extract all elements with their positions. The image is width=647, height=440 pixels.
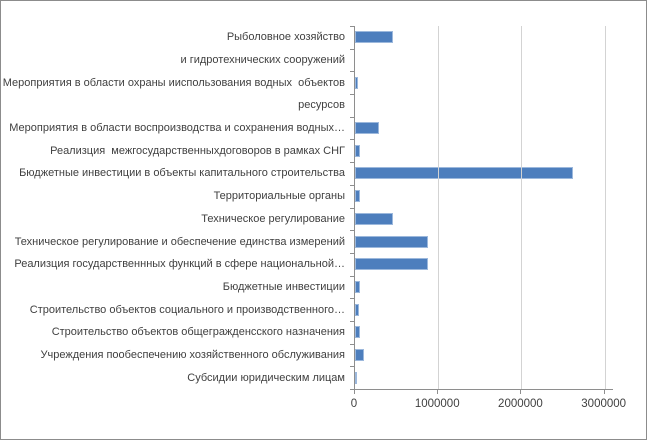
- y-axis-tick: [350, 275, 354, 277]
- y-axis-tick: [350, 230, 354, 232]
- bar-row: [355, 117, 613, 140]
- x-axis-tick-label: 2000000: [498, 398, 543, 410]
- bar: [355, 122, 380, 135]
- x-axis-tick-label: 1000000: [414, 398, 460, 410]
- bar-row: [355, 139, 613, 162]
- bar: [355, 348, 365, 361]
- y-axis-tick: [350, 252, 354, 254]
- bar: [355, 167, 574, 180]
- y-axis-tick: [350, 71, 354, 73]
- y-axis-ticks: [350, 26, 354, 390]
- bar-row: [355, 230, 613, 253]
- bar: [355, 31, 394, 44]
- y-axis-tick: [350, 94, 354, 96]
- bar-row: [355, 366, 613, 389]
- y-axis-tick: [350, 26, 354, 27]
- bars-area: [355, 26, 613, 389]
- x-axis-tick: [354, 390, 355, 394]
- category-label: Строительство объектов социального и про…: [29, 303, 345, 316]
- bar: [355, 258, 429, 271]
- category-label: Бюджетные инвестиции: [222, 280, 345, 293]
- x-axis-tick-label: 3000000: [581, 398, 627, 410]
- bar-row: [355, 185, 613, 208]
- y-axis-tick: [350, 162, 354, 164]
- y-axis-tick: [350, 48, 354, 50]
- category-label: Техническое регулирование: [201, 212, 345, 225]
- gridline: [521, 26, 523, 389]
- bar-row: [355, 276, 613, 299]
- x-axis-tick: [520, 390, 522, 394]
- category-label: Реализция государственнных функций в сфе…: [14, 258, 345, 271]
- gridline: [604, 26, 606, 389]
- bar: [355, 326, 360, 339]
- bar: [355, 235, 429, 248]
- category-label: Мероприятия в области охраны ииспользова…: [2, 76, 345, 89]
- bar: [355, 303, 360, 316]
- category-label: Рыболовное хозяйство: [226, 31, 345, 44]
- bar: [355, 144, 360, 157]
- y-axis-tick: [350, 320, 354, 322]
- bar: [355, 190, 360, 203]
- bar-row: [355, 321, 613, 344]
- x-axis: 0 1000000 2000000 3000000: [350, 390, 626, 424]
- x-axis-tick-label: 0: [350, 398, 358, 410]
- bar: [355, 371, 358, 384]
- y-axis-tick: [350, 343, 354, 345]
- category-label: Реализция межгосударственныхдоговоров в …: [50, 144, 345, 157]
- bar-row: [355, 253, 613, 276]
- bar-row: [355, 71, 613, 94]
- bar: [355, 212, 394, 225]
- category-label: и гидротехнических сооружений: [180, 54, 345, 67]
- y-axis-tick: [350, 366, 354, 368]
- category-label: Мероприятия в области воспроизводства и …: [9, 122, 345, 135]
- bar-row: [355, 26, 613, 49]
- y-axis-tick: [350, 298, 354, 300]
- y-axis-tick: [350, 389, 354, 390]
- bar-row: [355, 344, 613, 367]
- y-axis-tick: [350, 139, 354, 141]
- bar-row: [355, 94, 613, 117]
- category-label: ресурсов: [298, 99, 345, 112]
- gridline: [438, 26, 440, 389]
- bar-row: [355, 208, 613, 231]
- bar: [355, 280, 360, 293]
- category-label: Бюджетные инвестиции в объекты капитальн…: [19, 167, 345, 180]
- x-axis-tick: [437, 390, 439, 394]
- bar-row: [355, 298, 613, 321]
- category-label: Территориальные органы: [213, 190, 345, 203]
- plot-area: [354, 26, 613, 390]
- bar: [355, 76, 359, 89]
- category-label: Учреждения пообеспечению хозяйственного …: [40, 348, 345, 361]
- category-label: Техническое регулирование и обеспечение …: [14, 235, 345, 248]
- bar-row: [355, 49, 613, 72]
- y-axis-tick: [350, 116, 354, 118]
- y-axis-tick: [350, 184, 354, 186]
- category-labels: Рыболовное хозяйство и гидротехнических с…: [1, 26, 350, 389]
- category-label: Строительство объектов общегражденсского…: [51, 326, 345, 339]
- y-axis-tick: [350, 207, 354, 209]
- category-label: Субсидии юридическим лицам: [187, 371, 345, 384]
- bar-row: [355, 162, 613, 185]
- x-axis-tick: [603, 390, 605, 394]
